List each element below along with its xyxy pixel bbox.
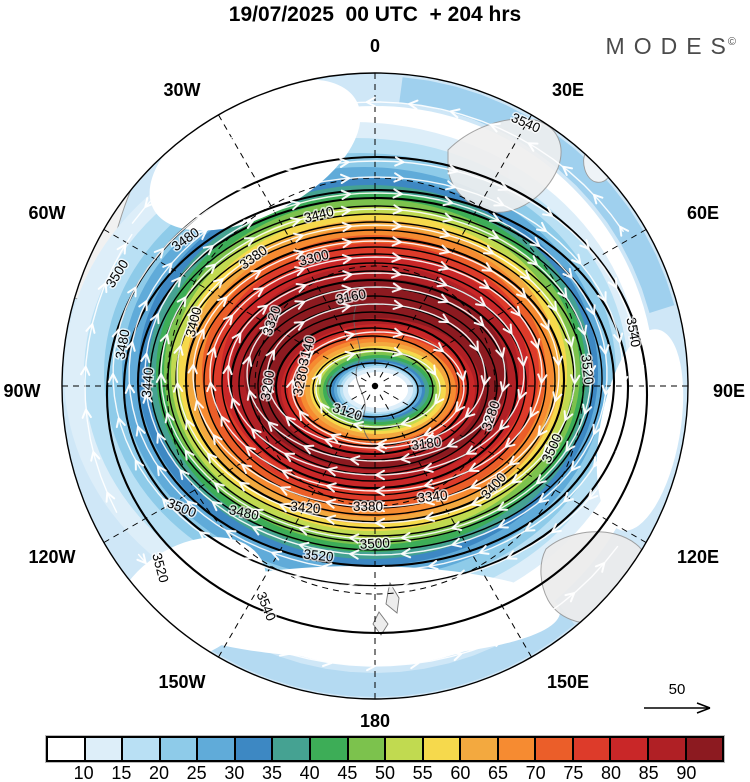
svg-text:90E: 90E — [713, 381, 745, 401]
colorbar-cells — [45, 735, 725, 763]
map-content: 3160314031203180350034803480344034003380… — [62, 73, 688, 699]
colorbar-cell — [273, 738, 311, 760]
svg-text:120W: 120W — [28, 547, 75, 567]
colorbar-cell — [573, 738, 612, 760]
svg-text:3340: 3340 — [417, 487, 448, 505]
colorbar-tick-label: 25 — [186, 763, 207, 782]
colorbar-ticks: 10 15 20 25 30 35 40 45 50 55 60 65 70 75 80 85 90 — [46, 762, 724, 782]
wind-speed-colorbar: 10 15 20 25 30 35 40 45 50 55 60 65 70 75 80 85 90 — [45, 735, 725, 782]
colorbar-tick-label: 50 — [374, 763, 396, 782]
colorbar-cell — [123, 738, 161, 760]
colorbar-tick-label: 45 — [337, 763, 358, 782]
colorbar-cell — [611, 738, 649, 760]
colorbar-tick-label: 35 — [261, 763, 283, 782]
colorbar-cell — [348, 738, 387, 760]
svg-text:3380: 3380 — [353, 499, 383, 514]
svg-text:3160: 3160 — [335, 286, 368, 307]
colorbar-tick-label: 65 — [487, 763, 509, 782]
chart-title: 19/07/2025 00 UTC + 204 hrs — [228, 3, 522, 26]
colorbar-cell — [423, 738, 462, 760]
coastline-australia — [540, 531, 651, 624]
svg-text:3540: 3540 — [623, 316, 643, 348]
colorbar-cell — [235, 738, 274, 760]
rim-band-dark-ne — [399, 77, 675, 314]
calm-regions — [113, 79, 684, 663]
colorbar-tick-label: 10 — [73, 763, 94, 782]
geopotential-contours — [105, 155, 649, 635]
svg-text:3200: 3200 — [258, 369, 278, 401]
colorbar-cell — [498, 738, 537, 760]
colorbar-cell — [386, 738, 424, 760]
colorbar-cell — [461, 738, 499, 760]
svg-text:150W: 150W — [158, 672, 205, 692]
svg-text:120E: 120E — [677, 547, 719, 567]
colorbar-tick-label: 15 — [111, 763, 132, 782]
svg-text:3420: 3420 — [290, 499, 321, 517]
wind-vectors — [80, 96, 645, 672]
polar-stereographic-map: 3160314031203180350034803480344034003380… — [3, 36, 745, 731]
pole-marker — [371, 382, 379, 390]
colorbar-tick-label: 75 — [563, 763, 584, 782]
map-rim — [61, 72, 689, 700]
colorbar-tick-label: 20 — [148, 763, 170, 782]
svg-text:150E: 150E — [547, 672, 589, 692]
svg-text:90W: 90W — [3, 381, 40, 401]
svg-text:60W: 60W — [28, 203, 65, 223]
colorbar-tick-label: 30 — [224, 763, 245, 782]
colorbar-tick-label: 85 — [638, 763, 659, 782]
colorbar-tick-label: 40 — [299, 763, 320, 782]
wind-reference: 50 — [644, 681, 711, 714]
svg-text:30W: 30W — [163, 80, 200, 100]
svg-text:30E: 30E — [552, 80, 584, 100]
colorbar-tick-label: 80 — [600, 763, 622, 782]
colorbar-cell — [85, 738, 124, 760]
svg-text:3520: 3520 — [578, 354, 596, 385]
svg-text:3480: 3480 — [113, 328, 133, 360]
svg-text:180: 180 — [360, 711, 390, 731]
colorbar-cell — [160, 738, 199, 760]
colorbar-tick-label: 60 — [450, 763, 471, 782]
modes-logo: MODES© — [606, 33, 736, 60]
colorbar-tick-label: 55 — [412, 763, 433, 782]
colorbar-cell — [649, 738, 687, 760]
colorbar-cell — [198, 738, 236, 760]
wind-reference-value: 50 — [669, 681, 686, 698]
colorbar-cell — [310, 738, 349, 760]
svg-text:0: 0 — [370, 36, 380, 56]
svg-text:3180: 3180 — [410, 434, 442, 453]
modes-logo-text: MODES — [605, 33, 735, 59]
colorbar-tick-label: 70 — [525, 763, 546, 782]
longitude-labels: 0 30E 60E 90E 120E 150E 180 150W 120W 90W 60W 30W — [3, 36, 745, 731]
colorbar-cell — [536, 738, 574, 760]
copyright-icon: © — [727, 36, 736, 48]
svg-text:3500: 3500 — [359, 535, 390, 552]
colorbar-cell — [48, 738, 86, 760]
graticule — [62, 73, 688, 699]
wind-reference-arrowhead — [696, 702, 711, 714]
svg-text:60E: 60E — [687, 203, 719, 223]
colorbar-cell — [686, 738, 723, 760]
colorbar-tick-label: 90 — [676, 763, 697, 782]
svg-text:3520: 3520 — [303, 546, 334, 564]
svg-text:3440: 3440 — [139, 367, 157, 398]
